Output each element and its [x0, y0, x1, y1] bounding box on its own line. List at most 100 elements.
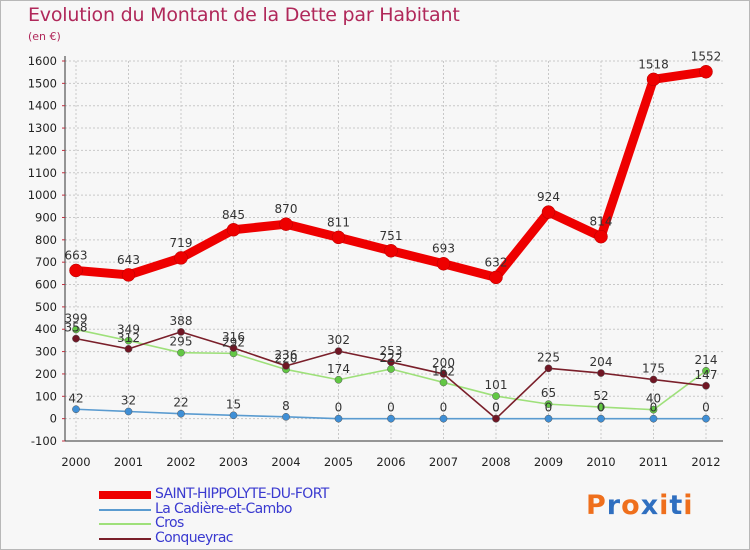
- x-tick-label: 2002: [166, 455, 195, 469]
- data-point: [334, 375, 343, 384]
- data-point: [72, 334, 80, 343]
- legend-label: Conqueyrac: [155, 529, 234, 546]
- x-tick-label: 2006: [376, 455, 405, 469]
- data-point: [72, 325, 80, 334]
- data-label: 0: [440, 401, 448, 415]
- data-point: [646, 72, 661, 87]
- data-label: 236: [275, 348, 298, 362]
- data-label: 0: [545, 401, 553, 415]
- y-tick-label: 500: [35, 300, 57, 314]
- brand-logo: Proxiti: [586, 490, 694, 521]
- chart-title: Evolution du Montant de la Dette par Hab…: [28, 4, 460, 26]
- data-label: 8: [282, 399, 290, 413]
- data-point: [229, 344, 238, 352]
- x-tick-label: 2009: [534, 455, 563, 469]
- data-label: 101: [485, 378, 508, 392]
- data-point: [279, 217, 293, 231]
- data-point: [492, 414, 500, 423]
- data-point: [649, 405, 658, 414]
- data-point: [387, 414, 395, 423]
- data-point: [594, 229, 608, 244]
- data-label: 295: [170, 335, 193, 349]
- legend-label: Cros: [155, 515, 184, 531]
- data-label: 302: [327, 333, 350, 347]
- y-tick-label: 100: [35, 389, 57, 403]
- brand-letter: i: [683, 490, 694, 521]
- data-point: [489, 270, 503, 285]
- chart-unit: (en €): [28, 30, 61, 43]
- y-tick-label: 700: [35, 255, 57, 269]
- data-label: 751: [380, 229, 403, 243]
- data-point: [649, 375, 658, 384]
- data-label: 32: [121, 393, 136, 407]
- y-tick-label: 1000: [28, 188, 57, 202]
- y-tick-label: -100: [31, 434, 57, 448]
- data-point: [177, 409, 185, 418]
- x-tick-label: 2003: [219, 455, 248, 469]
- y-tick-label: 1400: [28, 99, 57, 113]
- data-label: 22: [173, 396, 188, 410]
- y-tick-label: 300: [35, 345, 57, 359]
- data-label: 312: [117, 331, 140, 345]
- data-label: 1518: [638, 57, 669, 71]
- data-point: [334, 414, 343, 423]
- data-point: [492, 392, 500, 400]
- data-label: 845: [222, 208, 245, 222]
- brand-letter: x: [640, 490, 660, 521]
- y-tick-label: 400: [35, 322, 57, 336]
- brand-letter: i: [659, 490, 670, 521]
- legend-swatch: [99, 523, 151, 525]
- x-tick-label: 2011: [639, 455, 668, 469]
- data-point: [282, 413, 290, 421]
- data-point: [124, 336, 133, 345]
- data-label: 349: [117, 323, 140, 337]
- data-point: [702, 381, 710, 390]
- data-point: [384, 244, 398, 258]
- data-point: [436, 256, 451, 271]
- data-label: 811: [327, 215, 350, 229]
- x-tick-label: 2008: [481, 455, 510, 469]
- x-tick-label: 2004: [271, 455, 300, 469]
- data-label: 0: [387, 401, 395, 415]
- data-label: 15: [226, 397, 241, 411]
- data-label: 316: [222, 330, 245, 344]
- data-point: [124, 345, 133, 353]
- data-point: [597, 403, 605, 411]
- legend-swatch: [99, 491, 151, 499]
- data-point: [229, 411, 238, 420]
- data-label: 40: [646, 392, 661, 406]
- data-point: [544, 414, 553, 423]
- data-point: [177, 348, 185, 357]
- legend-swatch: [99, 508, 151, 511]
- legend-label: SAINT-HIPPOLYTE-DU-FORT: [155, 486, 329, 502]
- data-label: 643: [117, 253, 140, 267]
- data-label: 175: [642, 362, 665, 376]
- data-label: 225: [537, 350, 560, 364]
- data-point: [597, 369, 605, 377]
- data-point: [72, 405, 80, 414]
- x-tick-label: 2007: [429, 455, 458, 469]
- data-label: 292: [222, 335, 245, 349]
- y-tick-label: 600: [35, 278, 57, 292]
- data-label: 0: [650, 401, 658, 415]
- data-label: 0: [702, 401, 710, 415]
- x-tick-label: 2000: [61, 455, 90, 469]
- data-point: [226, 223, 241, 237]
- y-tick-label: 1500: [28, 76, 57, 90]
- data-point: [544, 400, 553, 408]
- data-label: 204: [590, 355, 613, 369]
- data-point: [439, 378, 448, 387]
- data-point: [174, 251, 188, 265]
- y-tick-label: 200: [35, 367, 57, 381]
- data-point: [597, 414, 605, 423]
- data-label: 52: [593, 389, 608, 403]
- legend-swatch: [99, 537, 151, 540]
- data-label: 253: [380, 344, 403, 358]
- y-tick-label: 1600: [28, 54, 57, 68]
- data-point: [439, 414, 448, 423]
- data-point: [124, 407, 133, 416]
- y-tick-label: 900: [35, 210, 57, 224]
- brand-letter: P: [586, 490, 607, 521]
- legend-label: La Cadière-et-Cambo: [155, 500, 292, 517]
